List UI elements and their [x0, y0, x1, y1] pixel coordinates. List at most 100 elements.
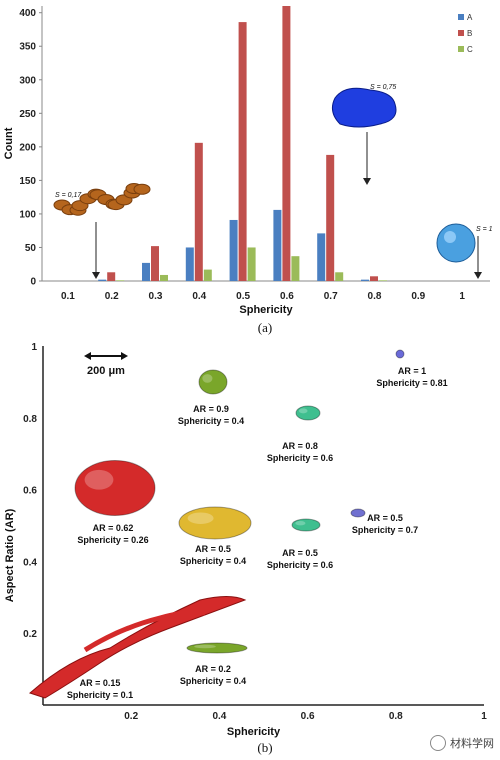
- caption-a: (a): [258, 320, 272, 335]
- legend-swatch-a: [458, 14, 464, 20]
- caption-b: (b): [257, 740, 272, 755]
- sphericity-label: Sphericity = 0.6: [267, 560, 333, 570]
- y-tick-label: 300: [19, 75, 36, 86]
- x-tick-label: 0.9: [411, 291, 425, 302]
- particle-image: [350, 508, 366, 518]
- y-tick-label: 100: [19, 209, 36, 220]
- ar-label: AR = 0.5: [282, 548, 318, 558]
- ar-label: AR = 0.15: [80, 678, 121, 688]
- ar-label: AR = 0.5: [195, 544, 231, 554]
- annotation-s1: S = 1: [476, 226, 493, 233]
- legend-label-b: B: [467, 29, 472, 38]
- histogram-panel: 0 50 100 150 200 250 300 350 400 0.1 0.2 0.3 0.4 0.5 0…: [0, 0, 500, 338]
- bar-c: [160, 274, 168, 281]
- particle-image-strand: [83, 609, 206, 653]
- arrow-s075-head: [363, 178, 371, 185]
- y-tick-label: 0.8: [23, 414, 37, 425]
- y-tick-label: 0: [30, 277, 36, 288]
- particle-group: AR = 1 Sphericity = 0.81: [376, 349, 448, 388]
- particle-image: [178, 506, 252, 540]
- scale-bar-arrow-left: [84, 352, 91, 360]
- y-tick-label: 400: [19, 8, 36, 19]
- y-axis-label: Count: [3, 127, 15, 159]
- sphericity-label: Sphericity = 0.4: [178, 416, 244, 426]
- particle-image: [74, 460, 156, 516]
- ar-label: AR = 0.2: [195, 664, 231, 674]
- bar-c: [335, 272, 344, 281]
- bar-c: [247, 247, 256, 281]
- sphericity-label: Sphericity = 0.1: [67, 690, 133, 700]
- particle-s1-image: [436, 223, 476, 263]
- sphericity-label: Sphericity = 0.7: [352, 525, 418, 535]
- bar-c: [116, 280, 125, 281]
- bar-a: [185, 247, 194, 281]
- x-tick-label: 0.2: [105, 291, 119, 302]
- annotation-s075: S = 0,75: [370, 84, 396, 91]
- bar-b: [107, 272, 116, 281]
- particle-image: [291, 518, 321, 532]
- ar-label: AR = 0.9: [193, 404, 229, 414]
- bar-b: [326, 154, 335, 281]
- wechat-icon: [430, 735, 446, 751]
- bar-a: [98, 279, 107, 281]
- y-tick-label: 350: [19, 42, 36, 53]
- x-tick-label: 0.8: [389, 711, 403, 722]
- x-tick-label: 0.4: [192, 291, 206, 302]
- bar-a: [273, 209, 282, 281]
- x-tick-label: 0.4: [212, 711, 226, 722]
- sphericity-label: Sphericity = 0.4: [180, 556, 246, 566]
- histogram-chart: 0 50 100 150 200 250 300 350 400 0.1 0.2 0.3 0.4 0.5 0…: [3, 6, 493, 335]
- ar-label: AR = 0.5: [367, 513, 403, 523]
- scale-bar-arrow-right: [121, 352, 128, 360]
- particle-group: AR = 0.2 Sphericity = 0.4: [180, 642, 248, 686]
- particle-s017-image: [53, 183, 151, 216]
- x-tick-label: 1: [481, 711, 487, 722]
- particle-s075-image: [331, 87, 397, 128]
- arrow-s1-head: [474, 272, 482, 279]
- arrow-s017-head: [92, 272, 100, 279]
- particle-image: [295, 405, 321, 421]
- bar-a: [361, 279, 369, 281]
- particle-group: AR = 0.9 Sphericity = 0.4: [178, 369, 244, 426]
- bar-b: [194, 142, 203, 281]
- particle-s1-highlight: [444, 231, 456, 243]
- ar-label: AR = 0.62: [93, 523, 134, 533]
- x-tick-label: 0.1: [61, 291, 75, 302]
- bar-a: [229, 219, 238, 281]
- legend-label-a: A: [467, 13, 473, 22]
- annotation-s017: S = 0,17: [55, 192, 82, 199]
- y-tick-label: 0.6: [23, 486, 37, 497]
- bar-c: [379, 280, 387, 281]
- sphericity-label: Sphericity = 0.81: [376, 378, 447, 388]
- ar-label: AR = 1: [398, 366, 426, 376]
- y-tick-label: 200: [19, 142, 36, 153]
- particle-group: AR = 0.8 Sphericity = 0.6: [267, 405, 333, 463]
- bar-a: [317, 233, 326, 281]
- y-tick-label: 0.2: [23, 629, 37, 640]
- x-axis-label: Sphericity: [239, 304, 293, 316]
- legend-swatch-b: [458, 30, 464, 36]
- y-tick-label: 150: [19, 176, 36, 187]
- bar-b: [370, 276, 378, 281]
- particle-highlight: [84, 469, 114, 490]
- particle-highlight: [194, 644, 216, 649]
- x-tick-label: 0.7: [324, 291, 338, 302]
- aspect-ratio-chart: 0.2 0.4 0.6 0.8 1 0.2 0.4 0.6 0.8 1 Sphericity Aspe…: [4, 342, 487, 755]
- bar-b: [238, 22, 247, 281]
- ar-label: AR = 0.8: [282, 441, 318, 451]
- x-axis-label: Sphericity: [227, 726, 281, 738]
- watermark: 材料学网: [430, 735, 494, 751]
- particle-image: [186, 642, 248, 654]
- particle-group: AR = 0.62 Sphericity = 0.26: [74, 460, 156, 545]
- x-tick-label: 1: [459, 291, 465, 302]
- particle-image: [29, 596, 247, 699]
- bar-c: [291, 256, 300, 281]
- watermark-text: 材料学网: [450, 738, 494, 750]
- x-tick-label: 0.6: [280, 291, 294, 302]
- legend-label-c: C: [467, 45, 473, 54]
- x-tick-label: 0.6: [301, 711, 315, 722]
- scale-bar-label: 200 μm: [87, 365, 125, 377]
- particle-image: [395, 349, 405, 359]
- particle-highlight: [202, 374, 213, 383]
- x-tick-label: 0.8: [368, 291, 382, 302]
